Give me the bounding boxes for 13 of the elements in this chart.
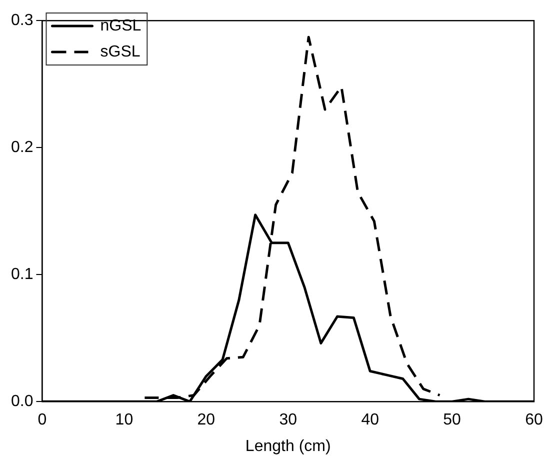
x-tick-label: 10	[115, 412, 134, 429]
y-tick-label: 0.3	[10, 12, 34, 30]
x-tick-label: 20	[197, 412, 216, 429]
x-tick-label: 40	[361, 412, 380, 429]
y-tick-label: 0.0	[10, 393, 34, 410]
x-tick-label: 60	[525, 412, 543, 429]
x-axis-title: Length (cm)	[245, 438, 331, 455]
x-tick-label: 0	[38, 412, 47, 429]
x-tick-label: 50	[443, 412, 462, 429]
y-tick-label: 0.1	[10, 266, 34, 284]
x-tick-label: 30	[279, 412, 298, 429]
legend-label: sGSL	[100, 43, 140, 60]
y-tick-label: 0.2	[10, 139, 34, 156]
